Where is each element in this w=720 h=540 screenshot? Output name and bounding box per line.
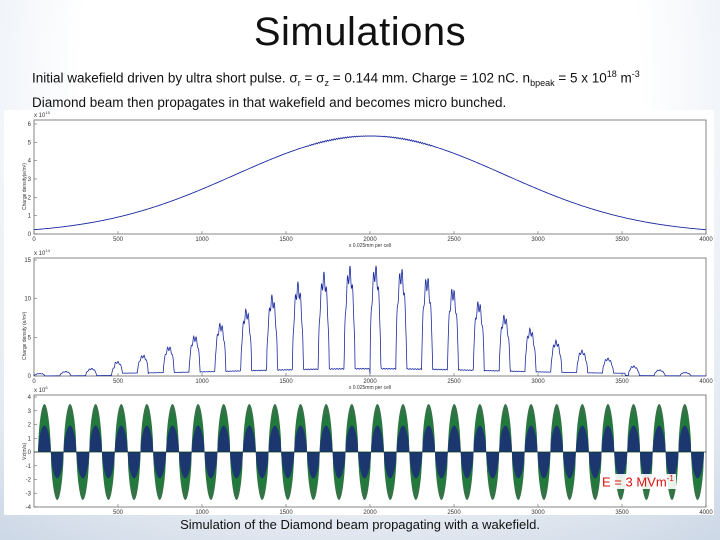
plot-top-x-tick-label: 3500 bbox=[615, 237, 629, 243]
plot-bottom-x-tick-label: 3000 bbox=[531, 510, 545, 515]
plot-bottom-scale: x 106 bbox=[34, 385, 48, 394]
plot-bottom-y-tick-label: 2 bbox=[28, 423, 32, 429]
plot-bottom-y-tick-label: -4 bbox=[26, 505, 32, 511]
plot-middle-x-tick-label: 2500 bbox=[447, 379, 461, 385]
plot-top-x-tick-label: 2500 bbox=[447, 237, 461, 243]
plot-middle-y-tick-label: 0 bbox=[28, 374, 32, 380]
plot-bottom-x-tick-label: 1000 bbox=[195, 510, 209, 515]
plot-bottom-y-tick-label: 4 bbox=[28, 395, 32, 401]
plot-middle: x 1014 Charge density (e/m²) x 0.025mm p… bbox=[22, 248, 713, 391]
plot-middle-x-tick-label: 1500 bbox=[279, 379, 293, 385]
plot-top-y-tick-label: 6 bbox=[28, 122, 32, 128]
subtitle-line-1: Initial wakefield driven by ultra short … bbox=[32, 69, 640, 89]
plot-top-y-tick-label: 0 bbox=[28, 232, 32, 238]
figure-caption: Simulation of the Diamond beam propagati… bbox=[180, 517, 540, 532]
plot-top-ylabel: Charge density(e/m²) bbox=[22, 163, 28, 210]
plot-bottom-x-tick-label: 3500 bbox=[615, 510, 629, 515]
plot-bottom-y-tick-label: 3 bbox=[28, 409, 32, 415]
plot-bottom-ylabel: Vz(m/s) bbox=[22, 442, 28, 460]
plot-top-x-tick-label: 3000 bbox=[531, 237, 545, 243]
plot-middle-bunched-curve bbox=[33, 265, 707, 377]
field-strength-label: E = 3 MVm-1 bbox=[600, 474, 676, 490]
plot-middle-xlabel: x 0.025mm per cell bbox=[349, 385, 391, 391]
plot-bottom-y-tick-label: -3 bbox=[26, 491, 32, 497]
plot-top-y-tick-label: 5 bbox=[28, 140, 32, 146]
plot-bottom-y-tick-label: -1 bbox=[26, 464, 32, 470]
plot-top-y-tick-label: 2 bbox=[28, 195, 32, 201]
plot-bottom-x-tick-label: 4000 bbox=[699, 510, 713, 515]
plot-top-x-tick-label: 1000 bbox=[195, 237, 209, 243]
plot-top: x 1015 Charge density(e/m²) x 0.025mm pe… bbox=[22, 110, 713, 249]
plot-middle-ylabel: Charge density (e/m²) bbox=[22, 311, 28, 360]
plot-top-x-tick-label: 2000 bbox=[363, 237, 377, 243]
plot-bottom-x-tick-label: 1500 bbox=[279, 510, 293, 515]
plot-top-y-tick-label: 3 bbox=[28, 177, 32, 183]
plot-top-y-tick-label: 1 bbox=[28, 214, 32, 220]
plot-bottom-x-tick-label: 2500 bbox=[447, 510, 461, 515]
plot-middle-x-tick-label: 2000 bbox=[363, 379, 377, 385]
plot-middle-y-tick-label: 15 bbox=[24, 258, 31, 264]
plot-top-x-tick-label: 1500 bbox=[279, 237, 293, 243]
plot-middle-x-tick-label: 3000 bbox=[531, 379, 545, 385]
plot-bottom-x-tick-label: 2000 bbox=[363, 510, 377, 515]
plot-middle-y-tick-label: 5 bbox=[28, 335, 32, 341]
plot-top-charge-curve bbox=[33, 135, 707, 231]
plot-middle-y-tick-label: 10 bbox=[24, 297, 31, 303]
plot-top-frame bbox=[33, 119, 707, 235]
plot-top-xlabel: x 0.025mm per cell bbox=[349, 243, 391, 249]
plot-top-x-tick-label: 4000 bbox=[699, 237, 713, 243]
plot-middle-x-tick-label: 1000 bbox=[195, 379, 209, 385]
plot-middle-x-tick-label: 0 bbox=[32, 379, 36, 385]
plot-bottom-x-tick-label: 500 bbox=[113, 510, 124, 515]
plot-top-x-tick-label: 0 bbox=[32, 237, 36, 243]
plot-middle-x-tick-label: 500 bbox=[113, 379, 124, 385]
plot-top-x-tick-label: 500 bbox=[113, 237, 124, 243]
plot-middle-x-tick-label: 3500 bbox=[615, 379, 629, 385]
plot-bottom: x 106 Vz(m/s) -4 -3 -2 -1 0 1 2 3 4 500 1000 1500 2… bbox=[22, 385, 713, 515]
plot-bottom-y-tick-label: 0 bbox=[28, 450, 32, 456]
plot-bottom-y-tick-label: 1 bbox=[28, 436, 32, 442]
plot-top-y-tick-label: 4 bbox=[28, 159, 32, 165]
slide-title: Simulations bbox=[253, 10, 467, 54]
plot-bottom-velocity-waves bbox=[34, 404, 706, 500]
plot-top-scale: x 1015 bbox=[34, 110, 51, 119]
simulation-plots-svg: x 1015 Charge density(e/m²) x 0.025mm pe… bbox=[22, 110, 713, 515]
plot-middle-x-tick-label: 4000 bbox=[699, 379, 713, 385]
subtitle-line-2: Diamond beam then propagates in that wak… bbox=[32, 95, 507, 111]
simulation-figure: x 1015 Charge density(e/m²) x 0.025mm pe… bbox=[4, 110, 714, 515]
plot-bottom-y-tick-label: -2 bbox=[26, 478, 32, 484]
plot-middle-scale: x 1014 bbox=[34, 248, 51, 257]
slide-subtitle: Initial wakefield driven by ultra short … bbox=[32, 64, 702, 113]
